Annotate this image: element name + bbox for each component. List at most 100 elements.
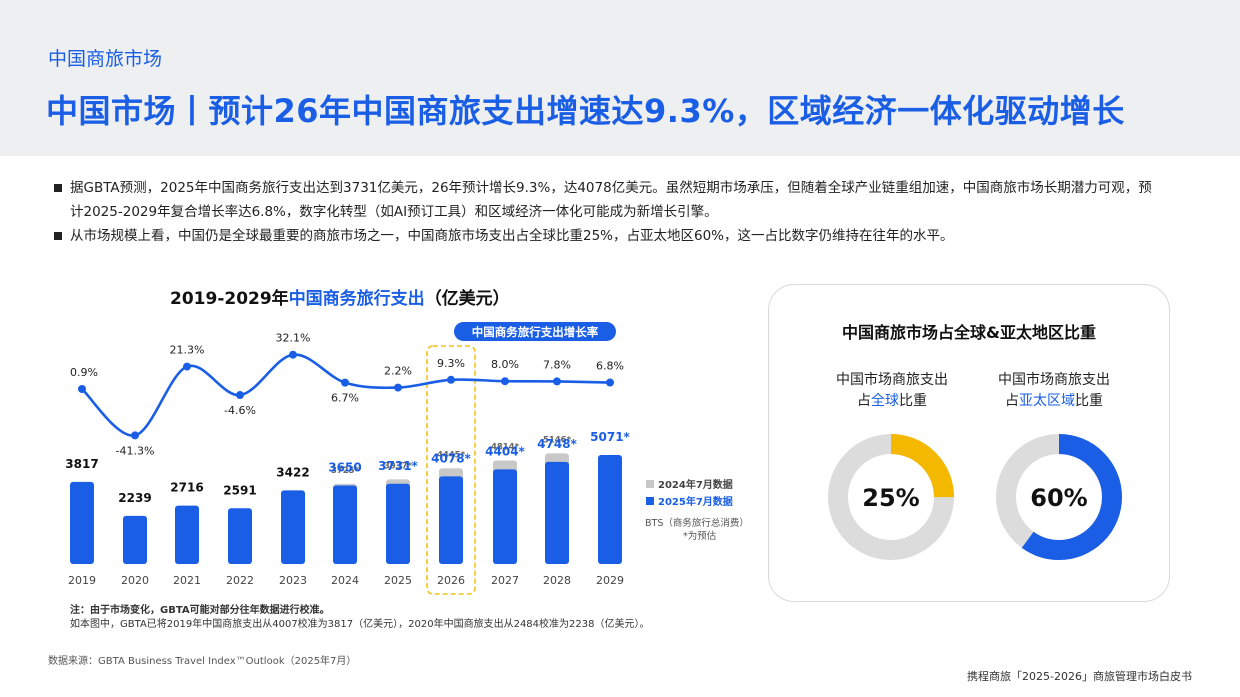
growth-line	[81, 353, 611, 437]
growth-point	[553, 377, 561, 386]
bar-2025-data	[598, 454, 622, 564]
global-share-donut: 25%	[828, 434, 954, 560]
growth-label: 6.8%	[596, 360, 624, 373]
growth-label: -4.6%	[224, 404, 256, 417]
donut-value-text: 60%	[1030, 484, 1087, 512]
growth-label: 2.2%	[384, 365, 412, 378]
x-tick-label: 2025	[384, 574, 412, 587]
data-source: 数据来源：GBTA Business Travel Index™Outlook（…	[48, 656, 357, 667]
donut-value-arc	[996, 434, 1122, 560]
bar-2025-data	[386, 483, 410, 564]
bar-2024-label: 4445*	[437, 450, 466, 460]
apac-share-donut: 60%	[996, 434, 1122, 560]
growth-label: 0.9%	[70, 366, 98, 379]
global-share-label: 中国市场商旅支出 占全球比重	[807, 370, 977, 412]
label-post: 比重	[1075, 393, 1103, 409]
bar-2025-data	[333, 485, 357, 564]
growth-point	[606, 378, 614, 387]
bar-2025-label: 4748*	[537, 437, 577, 451]
apac-share-label-line2: 占亚太区域比重	[969, 391, 1139, 412]
growth-point	[341, 378, 349, 387]
bar-2024-label: 3937*	[384, 461, 413, 471]
legend-label-2025: 2025年7月数据	[658, 495, 733, 508]
bar-2025-label: 2716	[170, 481, 203, 495]
note-line-2: 如本图中，GBTA已将2019年中国商旅支出从4007校准为3817（亿美元），…	[70, 619, 650, 630]
label-highlight: 全球	[871, 393, 899, 409]
bar-2025-label: 2239	[118, 491, 151, 505]
bar-2024-label: 4814*	[491, 442, 520, 452]
bullet-item: 据GBTA预测，2025年中国商务旅行支出达到3731亿美元，26年预计增长9.…	[54, 176, 1164, 224]
bar-2025-label: 3650	[328, 461, 361, 475]
growth-point	[394, 383, 402, 392]
growth-label: -41.3%	[116, 444, 155, 457]
label-highlight: 亚太区域	[1019, 393, 1075, 409]
bar-2025-data	[70, 481, 94, 564]
growth-point	[501, 377, 509, 386]
bar-2025-label: 3817	[65, 457, 98, 471]
header-band: 中国商旅市场 中国市场丨预计26年中国商旅支出增速达9.3%，区域经济一体化驱动…	[0, 0, 1240, 156]
note-line-1: 注：由于市场变化，GBTA可能对部分往年数据进行校准。	[70, 605, 330, 616]
spending-bar-chart: 中国商务旅行支出增长率 3817 2019 2239 2020 2716 2021 2591 2…	[65, 322, 749, 595]
x-tick-label: 2027	[491, 574, 519, 587]
bar-2025-data	[493, 469, 517, 564]
donut-value-arc	[828, 434, 954, 560]
growth-point	[183, 362, 191, 371]
growth-label: 21.3%	[170, 344, 205, 357]
chart-title-suffix: （亿美元）	[424, 289, 510, 309]
label-post: 比重	[899, 393, 927, 409]
bar-2025-label: 3731*	[378, 459, 418, 473]
growth-label: 32.1%	[276, 332, 311, 345]
legend-swatch-2024	[646, 480, 654, 488]
label-pre: 占	[1005, 393, 1019, 409]
summary-bullets: 据GBTA预测，2025年中国商务旅行支出达到3731亿美元，26年预计增长9.…	[54, 176, 1164, 248]
x-tick-label: 2028	[543, 574, 571, 587]
footer-text: 携程商旅「2025-2026」商旅管理市场白皮书	[967, 670, 1192, 683]
x-tick-label: 2029	[596, 574, 624, 587]
x-tick-label: 2024	[331, 574, 359, 587]
x-tick-label: 2019	[68, 574, 96, 587]
x-tick-label: 2022	[226, 574, 254, 587]
growth-label: 6.7%	[331, 392, 359, 405]
growth-point	[289, 350, 297, 359]
apac-share-label: 中国市场商旅支出 占亚太区域比重	[969, 370, 1139, 412]
growth-label: 7.8%	[543, 358, 571, 371]
legend-swatch-2025	[646, 497, 654, 505]
growth-label: 9.3%	[437, 357, 465, 370]
bar-2025-data	[228, 508, 252, 564]
highlight-box-2026	[426, 345, 476, 595]
global-share-label-line1: 中国市场商旅支出	[836, 372, 948, 388]
share-panel-title: 中国商旅市场占全球&亚太地区比重	[842, 323, 1096, 342]
bar-2024-label: 5146*	[543, 435, 572, 445]
chart-title-highlight: 中国商务旅行支出	[288, 289, 425, 309]
donut-value-text: 25%	[862, 484, 919, 512]
bullet-item: 从市场规模上看，中国仍是全球最重要的商旅市场之一，中国商旅市场支出占全球比重25…	[54, 224, 1164, 248]
bar-chart-title: 2019-2029年中国商务旅行支出（亿美元）	[170, 284, 510, 309]
growth-point	[236, 391, 244, 400]
growth-point	[447, 375, 455, 384]
chart-notes: 注：由于市场变化，GBTA可能对部分往年数据进行校准。 如本图中，GBTA已将2…	[70, 604, 649, 632]
growth-label-pill	[454, 322, 616, 341]
bar-2025-data	[123, 515, 147, 564]
growth-label-text: 中国商务旅行支出增长率	[472, 325, 599, 339]
page-title: 中国市场丨预计26年中国商旅支出增速达9.3%，区域经济一体化驱动增长	[46, 92, 1125, 130]
bar-2025-data	[545, 461, 569, 564]
bar-2025-data	[175, 505, 199, 564]
bar-2025-data	[439, 476, 463, 564]
legend-estimate-note: *为预估	[683, 530, 717, 542]
global-share-label-line2: 占全球比重	[807, 391, 977, 412]
x-tick-label: 2020	[121, 574, 149, 587]
growth-point	[78, 385, 86, 394]
section-label: 中国商旅市场	[48, 48, 163, 70]
share-panel: 中国商旅市场占全球&亚太地区比重 中国市场商旅支出 占全球比重 中国市场商旅支出…	[768, 284, 1170, 602]
bar-2024-label: 3725*	[331, 466, 360, 476]
x-tick-label: 2026	[437, 574, 465, 587]
bar-2025-label: 5071*	[590, 430, 630, 444]
chart-title-prefix: 2019-2029年	[170, 289, 289, 309]
growth-point	[131, 431, 139, 440]
bar-2025-label: 4078*	[431, 451, 471, 465]
apac-share-label-line1: 中国市场商旅支出	[998, 372, 1110, 388]
x-tick-label: 2023	[279, 574, 307, 587]
bar-2025-label: 4404*	[485, 444, 525, 458]
bar-2025-data	[281, 490, 305, 564]
legend-label-2024: 2024年7月数据	[658, 478, 733, 491]
